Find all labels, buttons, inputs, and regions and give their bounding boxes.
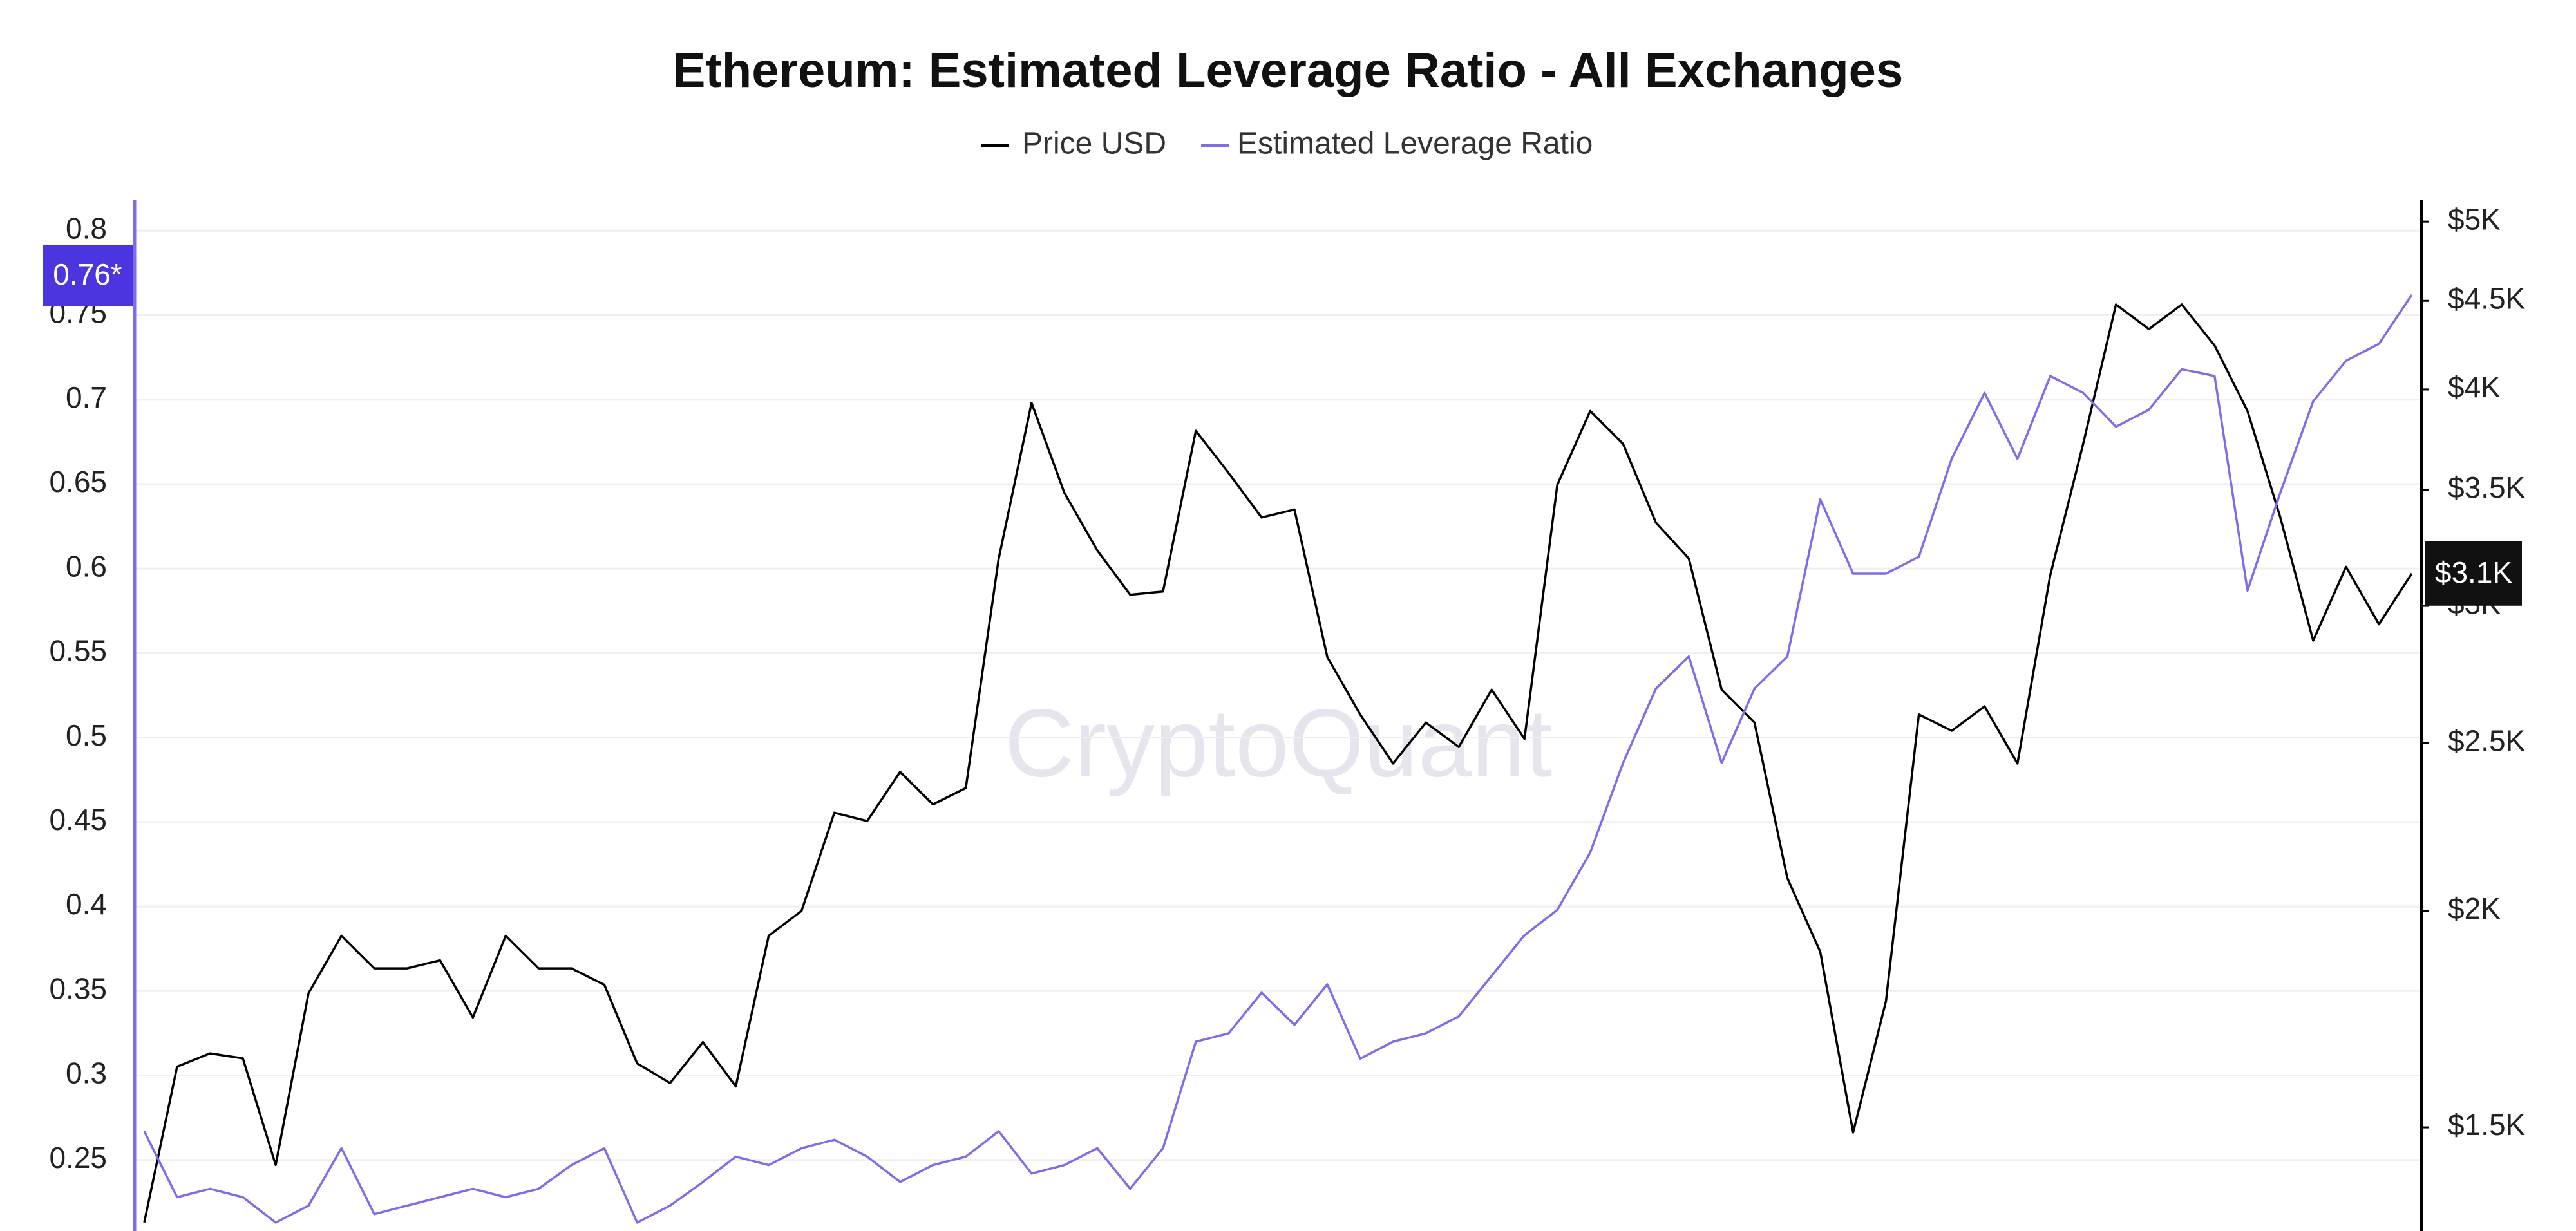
chart-title: Ethereum: Estimated Leverage Ratio - All… [673,43,1903,98]
y-tick-label: 0.6 [66,549,107,583]
y-tick-label: 0.35 [49,972,107,1005]
legend-label: Price USD [1022,127,1166,161]
y-tick-label: 0.8 [66,211,107,245]
y-tick-label: 0.3 [66,1057,107,1090]
y2-tick-label: $2K [2448,892,2501,925]
y2-tick-label: $2.5K [2448,724,2526,757]
last-value-label: $3.1K [2435,556,2513,589]
series-line [143,303,2413,1223]
y2-tick-label: $4K [2448,370,2501,404]
last-value-badge [2425,541,2522,606]
y2-tick-label: $1.5K [2448,1108,2526,1142]
legend-label: Estimated Leverage Ratio [1237,127,1593,161]
y-tick-label: 0.25 [49,1141,107,1174]
y-tick-label: 0.45 [49,803,107,836]
last-value-badge [43,244,133,306]
y2-tick-label: $3.5K [2448,471,2526,504]
y-tick-label: 0.55 [49,634,107,668]
watermark: CryptoQuant [1005,689,1552,797]
last-value-label: 0.76* [53,258,122,291]
y-tick-label: 0.4 [66,887,107,921]
y-tick-label: 0.65 [49,465,107,498]
y-tick-label: 0.7 [66,381,107,414]
y-tick-label: 0.5 [66,719,107,752]
series-line [143,294,2413,1224]
y2-tick-label: $5K [2448,202,2501,236]
y2-tick-label: $4.5K [2448,281,2526,315]
